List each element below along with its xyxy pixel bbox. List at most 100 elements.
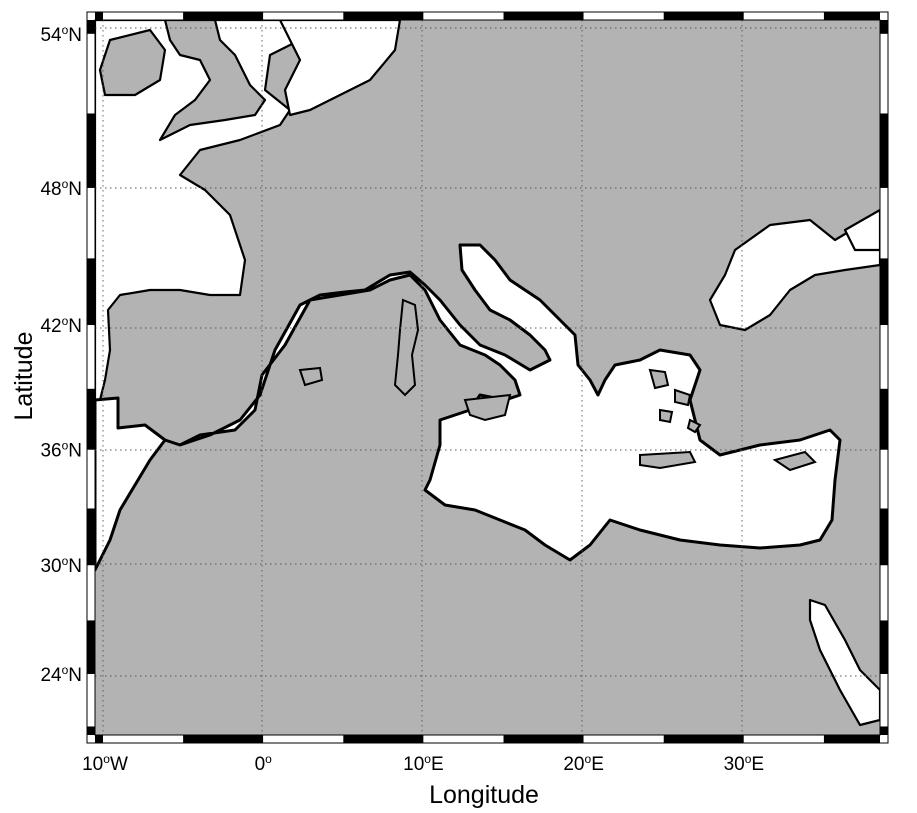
y-tick-label-value: 54 (40, 25, 62, 46)
frame-segment-right (880, 388, 888, 450)
frame-segment-right (880, 258, 888, 326)
frame-segment-bottom (743, 735, 824, 743)
frame-segment-left (87, 113, 95, 188)
y-tick-label: 24oN (40, 663, 82, 686)
frame-segment-left (87, 388, 95, 450)
frame-segment-left (87, 325, 95, 389)
aegean-islands (648, 368, 702, 434)
north-sea (278, 20, 402, 117)
black-sea (708, 218, 880, 332)
frame-segment-bottom (583, 735, 664, 743)
frame-segment-left (87, 673, 95, 727)
x-tick-label-degree-symbol: o (424, 752, 431, 766)
frame-segment-top (583, 12, 664, 20)
frame-segment-right (880, 726, 888, 735)
frame-segment-left (87, 20, 95, 34)
frame-segment-left (87, 565, 95, 621)
frame-segment-left (87, 726, 95, 735)
y-tick-label: 30oN (40, 554, 82, 577)
frame-segment-right (880, 33, 888, 114)
plot-border (94, 19, 881, 736)
y-axis-title: Latitude (10, 332, 38, 421)
x-axis-title: Longitude (429, 781, 539, 809)
frame-segment-top (103, 12, 184, 20)
x-tick-label-degree-symbol: o (103, 752, 110, 766)
y-tick-label-degree-symbol: o (62, 314, 69, 328)
frame-segment-top (95, 12, 104, 20)
y-tick-label-value: 48 (40, 179, 61, 200)
y-tick-label: 54oN (40, 23, 82, 46)
y-tick-label-hemisphere: N (68, 179, 82, 200)
plot-area (95, 20, 880, 735)
x-tick-label: 20oE (563, 752, 604, 775)
frame-segment-left (87, 620, 95, 674)
caspian-area (843, 208, 880, 252)
frame-segment-right (880, 673, 888, 727)
frame-segment-right (880, 187, 888, 259)
frame-segment-bottom (343, 735, 424, 743)
y-tick-label-degree-symbol: o (62, 554, 69, 568)
x-tick-label: 30oE (724, 752, 765, 775)
y-tick-label-hemisphere: N (68, 316, 82, 337)
map-frame (86, 11, 889, 744)
corsica-sardinia (393, 298, 420, 397)
balearic (298, 366, 324, 387)
frame-segment-bottom (103, 735, 184, 743)
x-tick-label-degree-symbol: o (585, 752, 592, 766)
frame-segment-bottom (95, 735, 104, 743)
frame-segment-right (880, 20, 888, 34)
frame-segment-left (87, 508, 95, 566)
frame-segment-left (87, 187, 95, 259)
x-tick-label-degree-symbol: o (265, 752, 272, 766)
graticule (95, 20, 880, 735)
frame-segment-left (87, 449, 95, 509)
x-tick-label-hemisphere: E (751, 754, 764, 775)
frame-segment-top (743, 12, 824, 20)
frame-segment-right (880, 620, 888, 674)
y-tick-label-hemisphere: N (68, 665, 82, 686)
frame-segment-top (503, 12, 584, 20)
x-tick-label-degree-symbol: o (745, 752, 752, 766)
x-tick-labels: 10oW 0o 10oE 20oE 30oE (82, 752, 764, 775)
frame-segment-right (880, 113, 888, 188)
frame-segment-bottom (263, 735, 344, 743)
frame-segment-top (823, 12, 880, 20)
y-tick-label: 36oN (40, 439, 82, 462)
frame-segment-right (880, 325, 888, 389)
y-tick-label-hemisphere: N (68, 441, 82, 462)
x-tick-label-value: 20 (563, 754, 584, 775)
frame-segment-right (880, 565, 888, 621)
x-tick-label-hemisphere: E (431, 754, 444, 775)
x-tick-label-hemisphere: E (591, 754, 604, 775)
frame-segment-bottom (183, 735, 264, 743)
x-tick-label-value: 10 (82, 754, 103, 775)
frame-segment-bottom (423, 735, 504, 743)
red-sea (808, 598, 880, 727)
ireland (98, 28, 167, 97)
frame-segment-bottom (823, 735, 880, 743)
crete (639, 450, 697, 470)
y-tick-label-degree-symbol: o (62, 23, 69, 37)
frame-segment-top (343, 12, 424, 20)
sicily (463, 393, 512, 422)
mediterranean-mesh (95, 243, 842, 572)
x-tick-label-hemisphere: W (110, 754, 128, 775)
x-tick-label-value: 30 (724, 754, 745, 775)
y-tick-label-value: 36 (40, 441, 61, 462)
frame-segment-top (423, 12, 504, 20)
y-tick-label: 42oN (40, 314, 82, 337)
y-tick-label-hemisphere: N (68, 25, 82, 46)
y-tick-label-value: 24 (40, 665, 62, 686)
y-tick-label-value: 42 (40, 316, 61, 337)
atlantic-ocean (95, 20, 312, 422)
y-tick-label-degree-symbol: o (62, 439, 69, 453)
x-tick-label: 10oW (82, 752, 128, 775)
britain (158, 20, 267, 142)
frame-segment-left (87, 258, 95, 326)
x-tick-label: 10oE (403, 752, 444, 775)
x-tick-label-value: 0 (255, 754, 266, 775)
y-tick-label-degree-symbol: o (62, 177, 69, 191)
frame-segment-top (663, 12, 744, 20)
